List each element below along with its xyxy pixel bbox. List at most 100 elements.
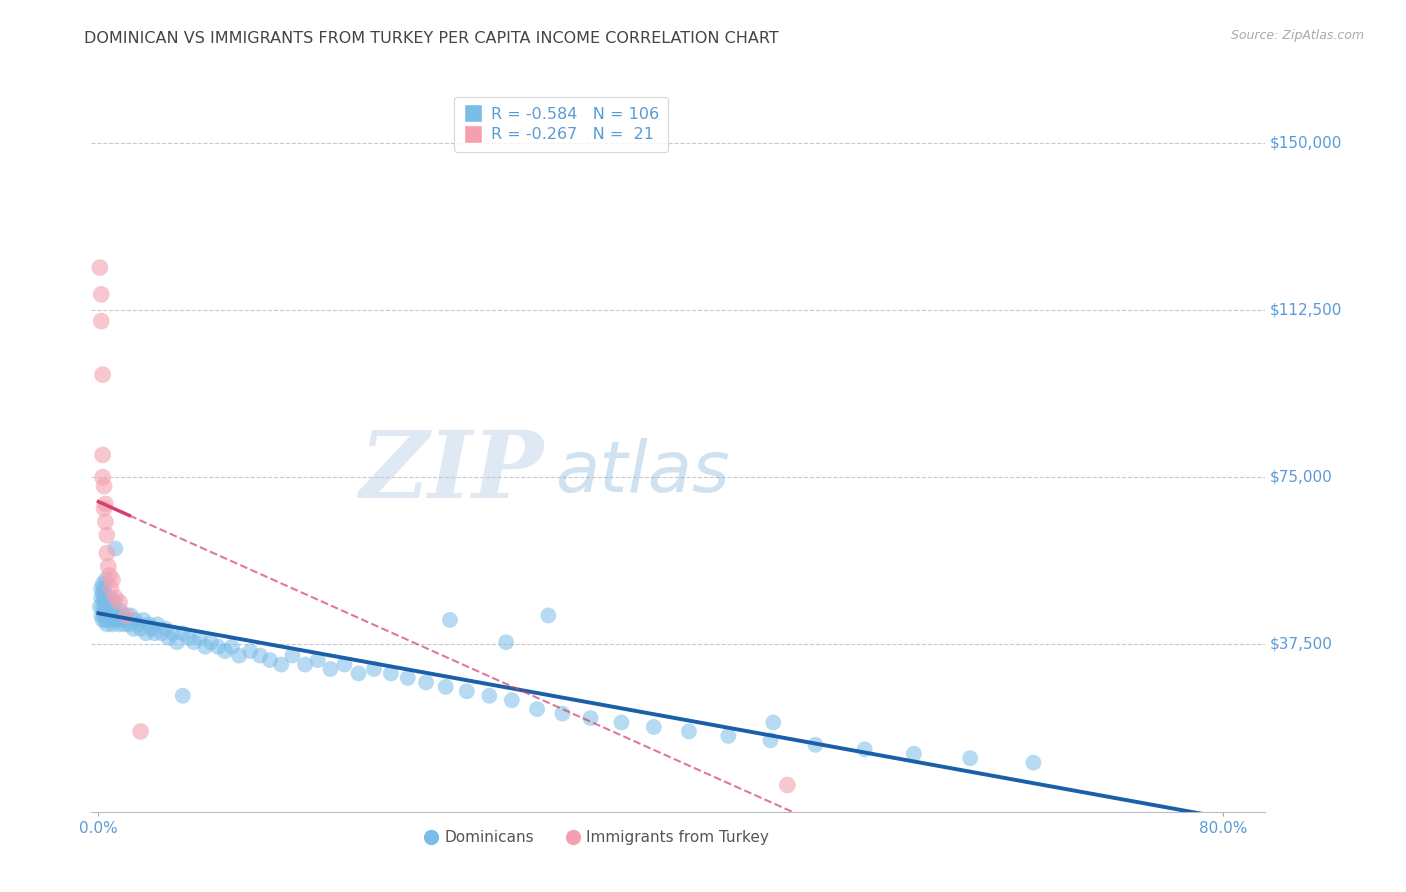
- Point: [307, 653, 329, 667]
- Point: [104, 591, 127, 605]
- Point: [294, 657, 316, 672]
- Point: [118, 617, 141, 632]
- Point: [124, 613, 146, 627]
- Point: [111, 613, 134, 627]
- Point: [249, 648, 271, 663]
- Point: [98, 568, 121, 582]
- Point: [188, 631, 211, 645]
- Point: [96, 599, 118, 614]
- Point: [90, 314, 112, 328]
- Point: [183, 635, 205, 649]
- Point: [127, 617, 149, 632]
- Point: [96, 546, 118, 560]
- Point: [143, 626, 166, 640]
- Point: [94, 515, 117, 529]
- Point: [94, 599, 117, 614]
- Point: [97, 559, 120, 574]
- Point: [114, 617, 136, 632]
- Point: [91, 448, 114, 462]
- Point: [91, 368, 114, 382]
- Point: [103, 595, 125, 609]
- Point: [478, 689, 501, 703]
- Point: [762, 715, 785, 730]
- Point: [101, 617, 124, 632]
- Point: [333, 657, 356, 672]
- Text: DOMINICAN VS IMMIGRANTS FROM TURKEY PER CAPITA INCOME CORRELATION CHART: DOMINICAN VS IMMIGRANTS FROM TURKEY PER …: [84, 31, 779, 46]
- Point: [495, 635, 517, 649]
- Text: $37,500: $37,500: [1270, 637, 1333, 652]
- Point: [172, 689, 194, 703]
- Point: [93, 608, 115, 623]
- Text: atlas: atlas: [555, 438, 730, 507]
- Point: [157, 631, 180, 645]
- Point: [579, 711, 602, 725]
- Point: [103, 608, 125, 623]
- Point: [207, 640, 229, 654]
- Point: [1022, 756, 1045, 770]
- Point: [200, 635, 222, 649]
- Point: [100, 582, 122, 596]
- Point: [89, 260, 111, 275]
- Point: [347, 666, 370, 681]
- Point: [97, 613, 120, 627]
- Point: [537, 608, 560, 623]
- Point: [162, 626, 184, 640]
- Point: [146, 617, 169, 632]
- Point: [90, 582, 112, 596]
- Point: [132, 613, 155, 627]
- Text: Source: ZipAtlas.com: Source: ZipAtlas.com: [1230, 29, 1364, 42]
- Point: [228, 648, 250, 663]
- Point: [281, 648, 304, 663]
- Point: [91, 577, 114, 591]
- Point: [89, 599, 111, 614]
- Point: [97, 595, 120, 609]
- Point: [141, 622, 163, 636]
- Point: [97, 604, 120, 618]
- Point: [396, 671, 419, 685]
- Point: [717, 729, 740, 743]
- Point: [94, 613, 117, 627]
- Point: [155, 622, 177, 636]
- Point: [98, 599, 121, 614]
- Point: [104, 613, 127, 627]
- Point: [120, 608, 142, 623]
- Point: [239, 644, 262, 658]
- Point: [108, 595, 131, 609]
- Point: [214, 644, 236, 658]
- Point: [91, 586, 114, 600]
- Point: [108, 617, 131, 632]
- Point: [456, 684, 478, 698]
- Point: [96, 528, 118, 542]
- Point: [93, 582, 115, 596]
- Point: [115, 613, 138, 627]
- Point: [678, 724, 700, 739]
- Point: [177, 631, 200, 645]
- Point: [100, 613, 122, 627]
- Point: [98, 591, 121, 605]
- Point: [104, 604, 127, 618]
- Point: [172, 626, 194, 640]
- Point: [319, 662, 342, 676]
- Point: [759, 733, 782, 747]
- Point: [526, 702, 548, 716]
- Point: [610, 715, 633, 730]
- Point: [105, 608, 128, 623]
- Point: [115, 608, 138, 623]
- Point: [776, 778, 799, 792]
- Point: [98, 608, 121, 623]
- Text: ZIP: ZIP: [359, 427, 543, 517]
- Point: [150, 626, 173, 640]
- Point: [166, 635, 188, 649]
- Point: [135, 626, 157, 640]
- Point: [96, 617, 118, 632]
- Point: [101, 599, 124, 614]
- Text: $75,000: $75,000: [1270, 470, 1333, 484]
- Point: [363, 662, 385, 676]
- Legend: Dominicans, Immigrants from Turkey: Dominicans, Immigrants from Turkey: [418, 824, 775, 851]
- Point: [221, 640, 243, 654]
- Text: $112,500: $112,500: [1270, 302, 1341, 318]
- Point: [122, 622, 145, 636]
- Point: [129, 724, 152, 739]
- Point: [194, 640, 217, 654]
- Point: [804, 738, 827, 752]
